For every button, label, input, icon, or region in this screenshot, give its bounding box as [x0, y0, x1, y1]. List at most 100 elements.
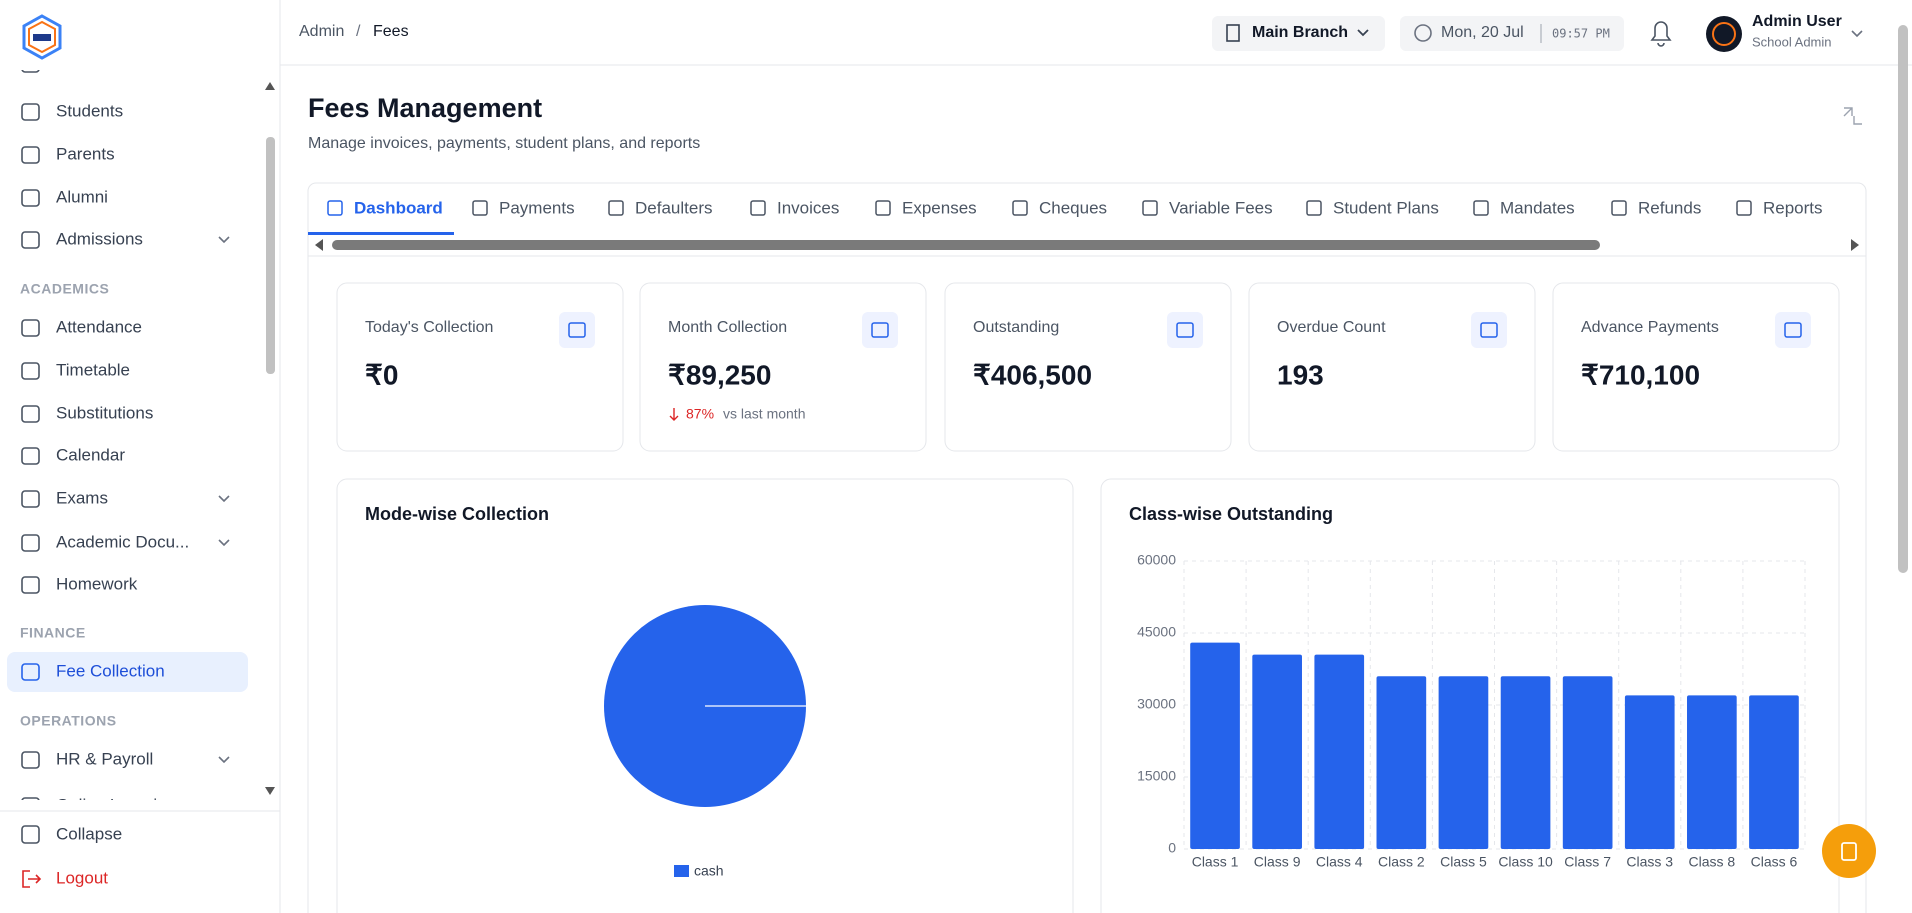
stat-icon-box — [1471, 312, 1507, 348]
stat-label: Overdue Count — [1277, 319, 1386, 336]
bar — [1624, 695, 1675, 849]
tab[interactable]: Cheques — [1039, 198, 1107, 217]
sidebar-scroll-thumb[interactable] — [266, 137, 275, 374]
page-scroll-thumb[interactable] — [1898, 25, 1908, 573]
avatar-logo — [1712, 22, 1736, 46]
breadcrumb-item[interactable]: Admin — [299, 23, 344, 40]
nav-icon — [21, 319, 40, 337]
x-tick-label: Class 6 — [1751, 854, 1798, 870]
y-tick-label: 15000 — [1137, 768, 1176, 784]
branch-selector[interactable] — [1212, 16, 1385, 51]
chevron[interactable] — [1851, 30, 1863, 38]
stat-card — [639, 282, 927, 452]
x-tick-label: Class 10 — [1498, 854, 1553, 870]
nav-item[interactable]: Exams — [56, 488, 108, 507]
y-tick-label: 60000 — [1137, 552, 1176, 568]
chevron[interactable] — [218, 539, 230, 547]
x-tick-label: Class 3 — [1626, 854, 1673, 870]
avatar[interactable] — [1706, 16, 1742, 52]
tab[interactable]: Mandates — [1500, 198, 1575, 217]
scroll-up[interactable] — [265, 82, 275, 90]
nav-item[interactable]: Academic Docu... — [56, 532, 189, 551]
tab[interactable]: Invoices — [777, 198, 839, 217]
tab-icon — [1473, 200, 1489, 216]
nav-item[interactable]: Students — [56, 101, 123, 120]
nav-item[interactable]: Fee Collection — [56, 661, 165, 680]
nav-item[interactable]: Admissions — [56, 229, 143, 248]
bar — [1500, 676, 1551, 849]
nav-icon — [21, 576, 40, 594]
nav-item[interactable]: HR & Payroll — [56, 749, 153, 768]
nav-item[interactable]: Online Learning — [56, 795, 176, 814]
nav-item[interactable]: Substitutions — [56, 403, 153, 422]
stat-icon — [871, 322, 889, 338]
legend-swatch — [674, 865, 689, 877]
nav-item[interactable]: Timetable — [56, 360, 130, 379]
tabs-scroll-thumb[interactable] — [332, 240, 1600, 250]
tab[interactable]: Dashboard — [354, 198, 443, 217]
clock-icon — [1414, 24, 1432, 42]
expand-icon[interactable] — [1843, 107, 1862, 125]
tab-icon — [875, 200, 891, 216]
stat-value: ₹0 — [365, 359, 398, 390]
collapse[interactable]: Collapse — [56, 824, 122, 843]
nav-item[interactable]: Calendar — [56, 445, 125, 464]
page-title: Fees Management — [308, 93, 542, 123]
tab[interactable]: Refunds — [1638, 198, 1701, 217]
nav-item[interactable]: Attendance — [56, 317, 142, 336]
nav-item[interactable]: Homework — [56, 574, 138, 593]
chevron[interactable] — [218, 236, 230, 244]
x-tick-label: Class 7 — [1564, 854, 1611, 870]
notification-bell[interactable] — [1650, 21, 1672, 47]
stat-icon — [568, 322, 586, 338]
nav-icon — [21, 751, 40, 769]
nav-item[interactable]: Parents — [56, 144, 115, 163]
chevron — [1357, 29, 1369, 37]
sidebar-nav: Teachers Students Parents Alumni Admissions A… — [7, 53, 248, 814]
nav-icon — [21, 70, 40, 73]
x-tick-label: Class 4 — [1316, 854, 1363, 870]
tab[interactable]: Expenses — [902, 198, 977, 217]
tab[interactable]: Defaulters — [635, 198, 712, 217]
nav-icon — [21, 797, 40, 800]
floating-action-button[interactable] — [1822, 824, 1876, 878]
tabs-scroll-left[interactable] — [315, 239, 323, 251]
stat-card — [1248, 282, 1536, 452]
scroll-down[interactable] — [265, 787, 275, 795]
collapse-icon — [21, 825, 40, 844]
stat-card — [336, 282, 624, 452]
tab[interactable]: Student Plans — [1333, 198, 1439, 217]
date: Mon, 20 Jul — [1441, 24, 1524, 41]
tab-icon — [1012, 200, 1028, 216]
nav-icon — [21, 490, 40, 508]
stat-change: 87% — [686, 406, 714, 422]
nav-icon — [21, 447, 40, 465]
nav-icon — [21, 663, 40, 681]
stat-label: Advance Payments — [1581, 319, 1719, 336]
y-tick-label: 0 — [1168, 840, 1176, 856]
section-heading: ACADEMICS — [20, 281, 109, 297]
nav-icon — [21, 405, 40, 423]
bar — [1314, 654, 1365, 849]
x-tick-label: Class 1 — [1192, 854, 1239, 870]
section-heading: FINANCE — [20, 625, 86, 641]
stat-icon-box — [1167, 312, 1203, 348]
nav-item[interactable]: Alumni — [56, 187, 108, 206]
logo — [22, 14, 62, 60]
tabs-scroll-right[interactable] — [1851, 239, 1859, 251]
tab[interactable]: Payments — [499, 198, 575, 217]
chevron[interactable] — [218, 756, 230, 764]
bar — [1438, 676, 1489, 849]
logout[interactable]: Logout — [56, 868, 108, 887]
tab[interactable]: Variable Fees — [1169, 198, 1273, 217]
chevron[interactable] — [218, 495, 230, 503]
bar — [1562, 676, 1613, 849]
stat-icon-box — [559, 312, 595, 348]
stat-value: 193 — [1277, 359, 1324, 390]
nav-item[interactable]: Teachers — [56, 53, 125, 72]
tab[interactable]: Reports — [1763, 198, 1823, 217]
y-tick-label: 45000 — [1137, 624, 1176, 640]
tab-icon — [327, 200, 343, 216]
